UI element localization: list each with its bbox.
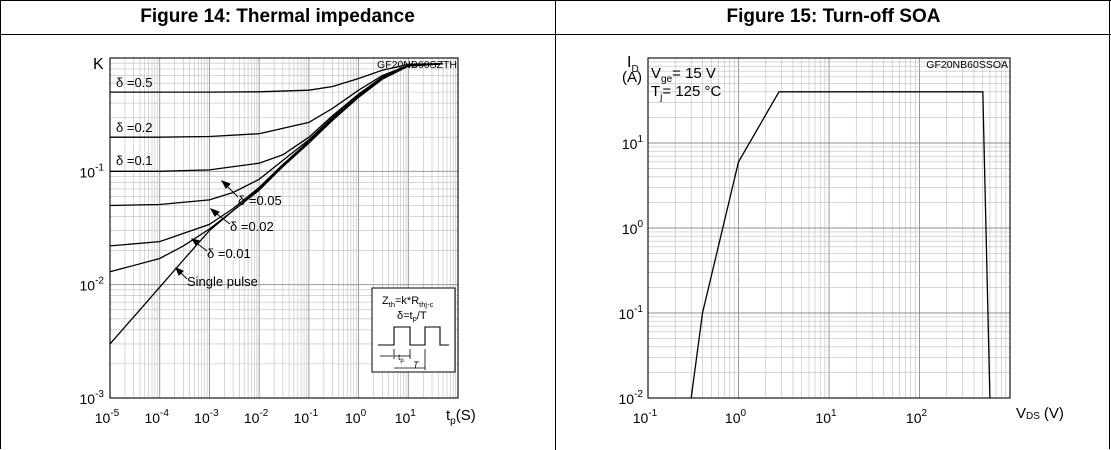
arrowhead-d002 [209,208,220,217]
curve-label-d01: δ =0.1 [116,153,153,168]
legend-T-label: T [413,360,420,370]
chart15-x-tick-label: 102 [906,408,928,426]
chart14-x-tick-label: 10-2 [244,408,269,426]
curve-label-d005: δ =0.05 [238,193,282,208]
chart15-x-tick-label: 100 [725,408,747,426]
legend-pulse-waveform [378,326,449,346]
chart15-series-0 [690,91,991,399]
chart14-curve-labels: δ =0.5 δ =0.2 δ =0.1 δ =0.05 δ =0.02 δ =… [116,75,282,289]
chart14-y-axis-label: K [93,56,104,73]
figure15-title: Figure 15: Turn-off SOA [726,6,941,27]
chart15-y-tick-label: 100 [622,219,644,237]
figure14-title: Figure 14: Thermal impedance [140,6,415,27]
arrowhead-single-pulse [175,267,184,276]
chart14-x-tick-label: 10-1 [294,408,319,426]
chart14-x-axis-label: tp(S) [446,407,476,427]
chart15-plot-frame [647,57,1011,399]
chart15-y-axis-label: ID [627,54,639,75]
arrowhead-d005 [220,180,231,189]
chart15-x-tick-label: 10-1 [633,408,658,426]
chart15-y-tick-label: 10-1 [619,304,644,322]
chart14-x-tick-label: 10-3 [194,408,219,426]
chart14-y-tick-label: 10-2 [80,276,105,294]
arrowhead-d001 [190,238,201,246]
thermal-impedance-chart: 10-5 10-4 10-3 10-2 10-1 100 101 10-3 10-2 10-1 K… [80,56,476,427]
chart15-y-tick-label: 10-2 [619,389,644,407]
chart14-code: GF20NB60SZTH [377,59,457,71]
curve-label-single-pulse: Single pulse [187,274,258,289]
chart15-series [690,91,991,399]
curve-label-d02: δ =0.2 [116,120,153,135]
chart15-y-tick-label: 101 [622,134,644,152]
legend-formula: Zth=k*Rthj-c [382,295,434,309]
legend-tp-label: tp [398,352,404,364]
curve-label-d002: δ =0.02 [230,219,274,234]
chart15-conditions: Vge= 15 V Tj= 125 °C [651,65,722,103]
curve-label-d001: δ =0.01 [207,246,251,261]
condition-vge: Vge= 15 V [651,65,716,85]
chart14-x-tick-label: 10-5 [95,408,120,426]
legend-duty: δ=tp/T [397,310,427,323]
middle-divider [555,0,556,450]
chart14-x-tick-label: 10-4 [144,408,169,426]
chart14-series-6 [109,63,444,345]
chart14-y-tick-label: 10-1 [80,162,105,180]
chart15-grid [647,58,1010,399]
chart14-series [109,63,444,345]
chart14-legend-box: Zth=k*Rthj-c δ=tp/T tp T [371,287,456,373]
chart14-label-arrows [175,180,239,280]
chart15-x-tick-label: 101 [815,408,837,426]
curve-label-d05: δ =0.5 [116,75,153,90]
chart14-series-0 [110,63,444,93]
legend-box-frame [371,287,456,373]
chart14-y-tick-label: 10-3 [80,389,105,407]
chart14-x-tick-label: 101 [395,408,417,426]
chart15-x-axis-label: VDS (V) [1016,405,1064,422]
chart14-tick-labels: 10-5 10-4 10-3 10-2 10-1 100 101 10-3 10-2 10-1 [80,162,417,426]
chart14-plot-frame [109,57,459,399]
condition-tj: Tj= 125 °C [651,83,722,103]
chart15-y-axis-unit: (A) [622,69,642,86]
chart14-x-tick-label: 100 [345,408,367,426]
chart14-series-1 [110,63,444,138]
chart15-code: GF20NB60SSOA [926,59,1008,71]
